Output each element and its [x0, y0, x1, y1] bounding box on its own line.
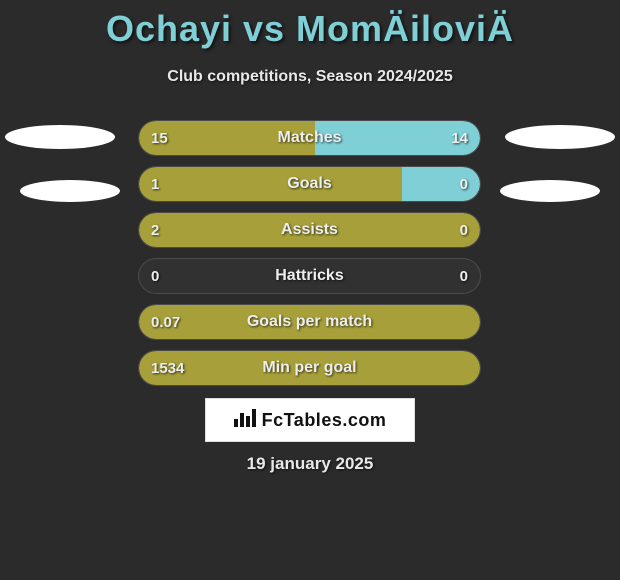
bar-left-fill [139, 121, 315, 155]
player-left-ellipse-2 [20, 180, 120, 202]
fctables-logo-link[interactable]: FcTables.com [205, 398, 415, 442]
bar-right-value: 0 [460, 259, 468, 293]
bar-left-fill [139, 351, 480, 385]
bar-label: Hattricks [139, 259, 480, 293]
bar-row: 1514Matches [138, 120, 481, 156]
player-right-ellipse-2 [500, 180, 600, 202]
date-label: 19 january 2025 [0, 454, 620, 474]
page-title: Ochayi vs MomÄiloviÄ [0, 0, 620, 50]
bar-row: 1534Min per goal [138, 350, 481, 386]
bar-chart-icon [234, 407, 256, 433]
player-left-ellipse-1 [5, 125, 115, 149]
bar-left-value: 0 [151, 259, 159, 293]
bar-row: 20Assists [138, 212, 481, 248]
logo-text: FcTables.com [262, 410, 387, 431]
bar-left-fill [139, 213, 480, 247]
bar-row: 0 0Hattricks [138, 258, 481, 294]
bar-row: 10Goals [138, 166, 481, 202]
bar-right-fill [402, 167, 480, 201]
bar-right-fill [315, 121, 480, 155]
subtitle: Club competitions, Season 2024/2025 [0, 68, 620, 86]
bar-left-fill [139, 305, 480, 339]
comparison-bars: 1514Matches 10Goals 20Assists 0 0Hattricks 0.… [138, 120, 481, 396]
bar-left-fill [139, 167, 402, 201]
bar-row: 0.07Goals per match [138, 304, 481, 340]
player-right-ellipse-1 [505, 125, 615, 149]
